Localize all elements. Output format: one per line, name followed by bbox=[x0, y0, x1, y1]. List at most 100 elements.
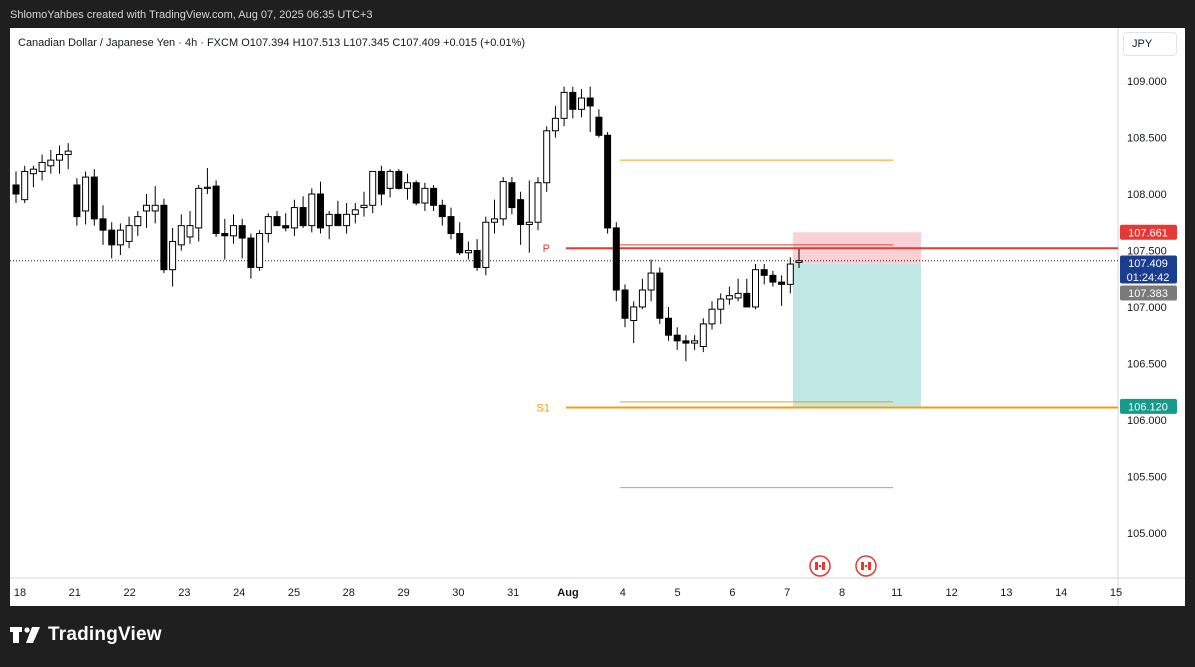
candle-up[interactable] bbox=[630, 306, 638, 322]
candle-down[interactable] bbox=[299, 207, 307, 227]
candle-up[interactable] bbox=[482, 221, 490, 268]
candle-down[interactable] bbox=[778, 281, 786, 285]
candle-down[interactable] bbox=[569, 91, 577, 110]
candle-down[interactable] bbox=[447, 216, 455, 235]
candle-up[interactable] bbox=[134, 216, 142, 227]
candle-down[interactable] bbox=[456, 233, 464, 254]
candle-up[interactable] bbox=[491, 218, 498, 223]
candle-up[interactable] bbox=[708, 308, 716, 325]
candle-down[interactable] bbox=[247, 237, 255, 268]
candle-down[interactable] bbox=[621, 289, 629, 319]
candle-down[interactable] bbox=[682, 340, 690, 344]
candle-down[interactable] bbox=[108, 229, 116, 246]
take-profit-zone[interactable] bbox=[793, 263, 921, 407]
candle-up[interactable] bbox=[404, 182, 411, 189]
currency-button[interactable]: JPY bbox=[1123, 32, 1177, 56]
candle-up[interactable] bbox=[230, 225, 237, 237]
candle-down[interactable] bbox=[743, 292, 751, 308]
candle-up[interactable] bbox=[499, 181, 507, 220]
candle-up[interactable] bbox=[116, 229, 124, 246]
symbol-name[interactable]: Canadian Dollar / Japanese Yen · 4h · FX… bbox=[18, 37, 239, 49]
candle-up[interactable] bbox=[795, 260, 803, 263]
candle-down[interactable] bbox=[656, 272, 664, 319]
candle-up[interactable] bbox=[351, 209, 359, 215]
candle-down[interactable] bbox=[612, 227, 620, 291]
candle-up[interactable] bbox=[386, 170, 394, 189]
candle-up[interactable] bbox=[308, 193, 316, 227]
candle-down[interactable] bbox=[395, 170, 403, 189]
candle-up[interactable] bbox=[264, 216, 272, 235]
candle-down[interactable] bbox=[604, 134, 612, 229]
candle-down[interactable] bbox=[665, 317, 672, 336]
candle-up[interactable] bbox=[691, 340, 699, 344]
candle-up[interactable] bbox=[421, 187, 429, 204]
chart-canvas[interactable]: 109.000 108.500 108.000 107.500 107.000 106.5… bbox=[10, 28, 1185, 606]
candle-up[interactable] bbox=[343, 213, 351, 227]
candle-up[interactable] bbox=[752, 269, 759, 308]
candle-down[interactable] bbox=[334, 213, 342, 227]
chart-frame[interactable]: 109.000 108.500 108.000 107.500 107.000 106.5… bbox=[10, 28, 1185, 606]
candle-up[interactable] bbox=[717, 298, 725, 310]
candle-up[interactable] bbox=[56, 153, 63, 161]
candle-down[interactable] bbox=[377, 170, 385, 195]
candle-up[interactable] bbox=[169, 240, 177, 271]
stop-price-badge-text: 107.661 bbox=[1128, 227, 1168, 239]
candle-down[interactable] bbox=[412, 182, 420, 204]
candle-down[interactable] bbox=[473, 249, 481, 268]
candle-up[interactable] bbox=[125, 225, 133, 242]
candle-down[interactable] bbox=[760, 269, 768, 276]
candle-down[interactable] bbox=[673, 334, 681, 342]
candle-up[interactable] bbox=[151, 204, 159, 212]
candle-up[interactable] bbox=[464, 249, 472, 254]
candle-down[interactable] bbox=[212, 185, 220, 235]
candle-down[interactable] bbox=[73, 184, 81, 218]
candle-up[interactable] bbox=[734, 292, 742, 299]
candle-up[interactable] bbox=[186, 225, 194, 238]
candle-up[interactable] bbox=[534, 182, 542, 223]
candle-up[interactable] bbox=[47, 159, 55, 167]
candle-down[interactable] bbox=[430, 187, 438, 206]
candle-up[interactable] bbox=[64, 150, 72, 155]
candle-up[interactable] bbox=[638, 289, 646, 308]
candle-up[interactable] bbox=[560, 91, 568, 119]
candle-down[interactable] bbox=[438, 204, 446, 218]
candle-up[interactable] bbox=[786, 263, 794, 285]
candle-up[interactable] bbox=[551, 117, 559, 132]
candle-down[interactable] bbox=[508, 182, 516, 209]
candle-up[interactable] bbox=[578, 97, 585, 110]
candle-down[interactable] bbox=[12, 184, 20, 195]
candle-up[interactable] bbox=[256, 233, 264, 268]
candle-up[interactable] bbox=[82, 176, 90, 212]
tradingview-logo[interactable]: TradingView bbox=[10, 624, 162, 646]
candle-down[interactable] bbox=[317, 193, 324, 229]
candle-up[interactable] bbox=[290, 207, 298, 229]
candle-up[interactable] bbox=[203, 186, 211, 189]
candle-up[interactable] bbox=[177, 225, 185, 246]
candle-up[interactable] bbox=[369, 170, 377, 206]
candle-down[interactable] bbox=[595, 116, 603, 136]
candle-up[interactable] bbox=[29, 168, 37, 175]
candle-up[interactable] bbox=[525, 221, 533, 226]
candle-down[interactable] bbox=[282, 225, 290, 229]
candle-down[interactable] bbox=[586, 97, 594, 107]
candle-up[interactable] bbox=[195, 187, 203, 229]
candle-down[interactable] bbox=[90, 176, 98, 220]
candle-up[interactable] bbox=[38, 161, 46, 172]
candle-down[interactable] bbox=[517, 199, 525, 226]
candle-up[interactable] bbox=[543, 130, 551, 184]
candle-up[interactable] bbox=[360, 204, 368, 209]
candle-down[interactable] bbox=[221, 233, 229, 237]
candle-down[interactable] bbox=[99, 218, 107, 231]
candle-up[interactable] bbox=[325, 213, 333, 227]
candle-up[interactable] bbox=[143, 204, 150, 212]
candle-up[interactable] bbox=[725, 295, 733, 300]
candle-up[interactable] bbox=[699, 323, 707, 347]
candle-down[interactable] bbox=[160, 204, 168, 271]
candle-up[interactable] bbox=[647, 272, 655, 291]
candle-up[interactable] bbox=[21, 170, 29, 201]
maple-leaf-icon bbox=[818, 564, 822, 568]
candle-down[interactable] bbox=[769, 274, 777, 283]
time-tick-label: 22 bbox=[123, 587, 135, 599]
candle-down[interactable] bbox=[238, 225, 246, 239]
candle-down[interactable] bbox=[273, 216, 281, 227]
